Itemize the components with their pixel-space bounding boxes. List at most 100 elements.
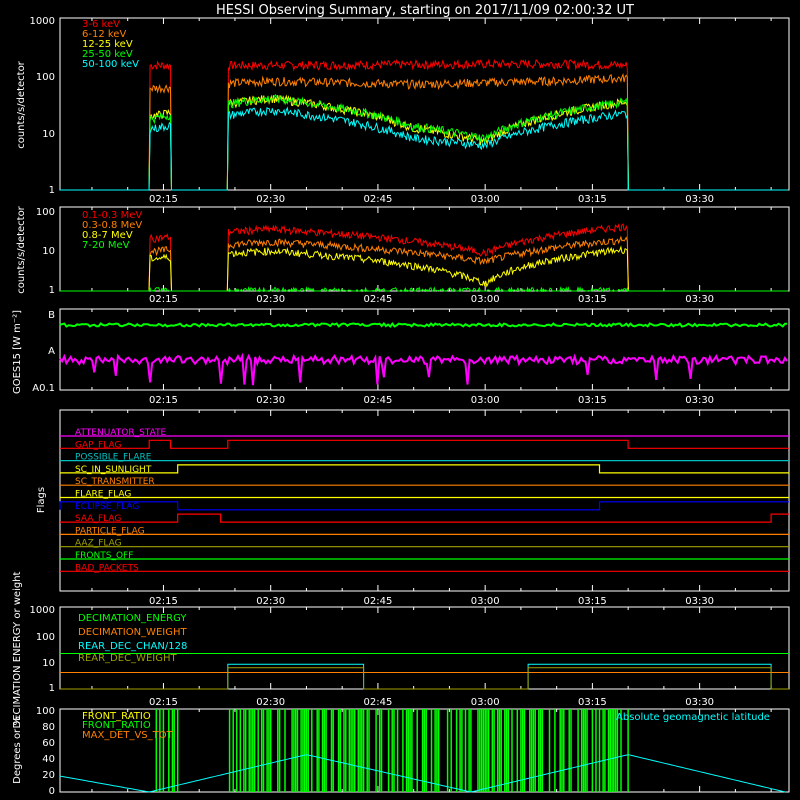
- y-tick-label: 20: [42, 770, 55, 781]
- x-tick-label: 03:30: [685, 294, 714, 305]
- x-tick-label: 02:15: [149, 194, 178, 205]
- x-tick-label: 03:15: [578, 194, 607, 205]
- x-tick-label: 02:30: [256, 697, 285, 708]
- x-tick-label: 02:15: [149, 596, 178, 607]
- x-tick-label: 02:45: [364, 697, 393, 708]
- y-tick-label: 10: [42, 129, 55, 140]
- legend-entry: DECIMATION_ENERGY: [78, 613, 187, 624]
- flag-label: GAP_FLAG: [75, 440, 121, 450]
- x-tick-label: 03:00: [471, 596, 500, 607]
- legend-entry: REAR_DEC_WEIGHT: [78, 653, 177, 664]
- y-axis-label: DECIMATION ENERGY or weight: [12, 571, 23, 728]
- series-line: [59, 754, 786, 793]
- panel-flags: ATTENUATOR_STATE GAP_FLAG POSSIBLE_FLARE SC…: [36, 409, 790, 607]
- x-tick-label: 02:30: [256, 294, 285, 305]
- panel-ratios: FRONT_RATIO FRONT_RATIO MAX_DET_VS_TOT A…: [12, 706, 790, 797]
- legend-entry: 0.1-0.3 MeV: [82, 210, 142, 221]
- flag-label: ATTENUATOR_STATE: [75, 428, 167, 438]
- flag-label: POSSIBLE_FLARE: [75, 453, 152, 463]
- x-tick-label: 03:30: [685, 194, 714, 205]
- y-tick-label: 1: [49, 683, 55, 694]
- legend-entry: 25-50 keV: [82, 49, 133, 60]
- x-tick-label: 03:15: [578, 294, 607, 305]
- x-tick-label: 03:00: [471, 697, 500, 708]
- panel-decimation: DECIMATION_ENERGY DECIMATION_WEIGHT REAR…: [12, 571, 790, 728]
- plot-area: [60, 207, 789, 293]
- y-tick-label: 10: [42, 658, 55, 669]
- x-tick-label: 02:45: [364, 395, 393, 406]
- panel-frame: [59, 206, 790, 292]
- legend: 3-6 keV 6-12 keV 12-25 keV 25-50 keV 50-…: [82, 19, 139, 70]
- y-tick-label: 1000: [30, 16, 55, 27]
- series-line: [59, 352, 788, 386]
- legend-entry: 12-25 keV: [82, 39, 133, 50]
- y-axis-label: Degrees or %: [12, 716, 23, 784]
- y-tick-label: 0: [49, 786, 55, 797]
- x-tick-label: 02:45: [364, 596, 393, 607]
- series-line: [59, 321, 788, 328]
- x-tick-label: 02:15: [149, 294, 178, 305]
- x-tick-label: 03:15: [578, 697, 607, 708]
- flag-label: FLARE_FLAG: [75, 490, 131, 500]
- y-tick-label: B: [48, 310, 55, 321]
- legend: FRONT_RATIO FRONT_RATIO MAX_DET_VS_TOT A…: [82, 711, 770, 741]
- y-tick-label: 80: [42, 722, 55, 733]
- flag-line: [60, 464, 789, 474]
- y-tick-label: 40: [42, 754, 55, 765]
- panel-goes: B A A0.1 GOES15 [W m⁻²] 02:15 02:30 02:45 0…: [12, 308, 790, 406]
- legend-entry: 6-12 keV: [82, 29, 126, 40]
- legend-entry: 3-6 keV: [82, 19, 120, 30]
- flag-label: AAZ_FLAG: [75, 539, 122, 549]
- panel-frame: [59, 308, 790, 391]
- y-tick-label: A: [48, 346, 55, 357]
- y-tick-label: 1000: [30, 605, 55, 616]
- x-tick-label: 02:15: [149, 395, 178, 406]
- panel-frame: [59, 409, 790, 592]
- y-tick-label: 1: [49, 185, 55, 196]
- plot-area: [60, 18, 789, 191]
- plot-area: [59, 309, 788, 390]
- y-tick-label: A0.1: [32, 383, 55, 394]
- y-tick-label: 100: [36, 207, 55, 218]
- y-tick-label: 10: [42, 246, 55, 257]
- legend-entry: MAX_DET_VS_TOT: [82, 730, 174, 741]
- legend-entry: DECIMATION_WEIGHT: [78, 627, 187, 638]
- figure-title: HESSI Observing Summary, starting on 201…: [216, 3, 634, 18]
- y-tick-label: 1: [49, 285, 55, 296]
- panel-low-energy: 3-6 keV 6-12 keV 12-25 keV 25-50 keV 50-…: [16, 16, 790, 205]
- legend-entry: FRONT_RATIO: [82, 720, 151, 731]
- x-tick-label: 03:30: [685, 596, 714, 607]
- y-tick-label: 100: [36, 706, 55, 717]
- x-tick-label: 02:30: [256, 194, 285, 205]
- flag-line: [60, 439, 789, 449]
- y-tick-label: 60: [42, 738, 55, 749]
- x-tick-label: 03:15: [578, 596, 607, 607]
- x-tick-label: 02:15: [149, 697, 178, 708]
- flag-label: BAD_PACKETS: [75, 563, 139, 573]
- plot-area: [60, 607, 789, 690]
- x-tick-label: 02:30: [256, 596, 285, 607]
- y-axis-label: counts/s/detector: [16, 60, 27, 148]
- legend-entry: Absolute geomagnetic latitude: [616, 712, 770, 723]
- y-axis-label: GOES15 [W m⁻²]: [12, 310, 23, 394]
- panel-frame: [59, 17, 790, 191]
- x-tick-label: 03:00: [471, 395, 500, 406]
- series-line: [60, 667, 789, 690]
- flag-label: SC_TRANSMITTER: [75, 477, 155, 487]
- y-tick-label: 100: [36, 72, 55, 83]
- flag-label: SAA_FLAG: [75, 514, 121, 524]
- x-tick-label: 03:30: [685, 697, 714, 708]
- series-line: [60, 286, 789, 293]
- flag-line: [60, 513, 789, 523]
- y-tick-label: 100: [36, 632, 55, 643]
- x-tick-label: 02:45: [364, 194, 393, 205]
- panel-high-energy: 0.1-0.3 MeV 0.3-0.8 MeV 0.8-7 MeV 7-20 M…: [16, 205, 790, 305]
- y-axis-label: counts/s/detector: [16, 205, 27, 293]
- flag-line: [59, 501, 789, 511]
- legend: 0.1-0.3 MeV 0.3-0.8 MeV 0.8-7 MeV 7-20 M…: [82, 210, 142, 251]
- legend-entry: FRONT_RATIO: [82, 711, 151, 722]
- flag-label: PARTICLE_FLAG: [75, 526, 145, 536]
- y-axis-label: Flags: [36, 487, 47, 513]
- series-line: [60, 106, 789, 191]
